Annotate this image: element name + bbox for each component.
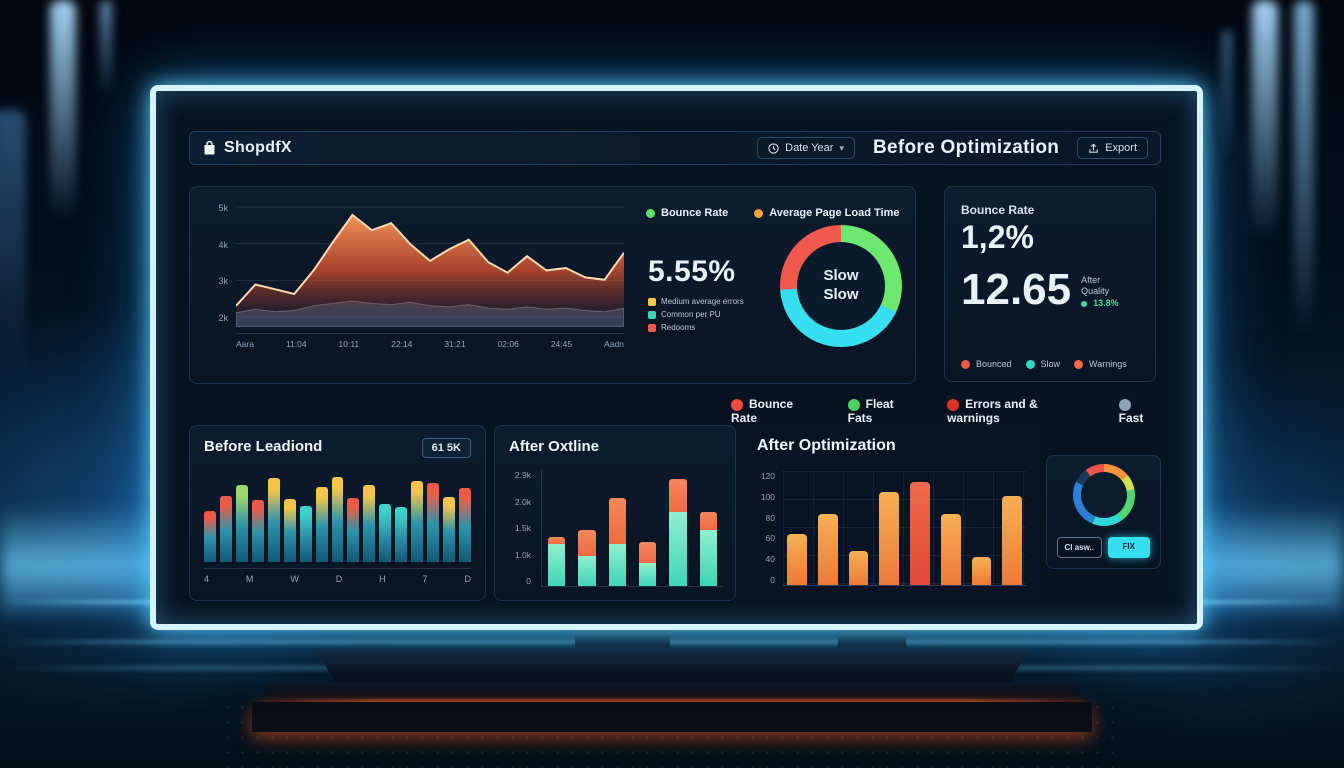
date-range-button[interactable]: Date Year ▾ <box>757 137 855 159</box>
neon-streak <box>0 110 26 390</box>
chevron-down-icon: ▾ <box>839 142 844 153</box>
score-side-note: After Quality 13.8% <box>1081 275 1119 310</box>
monitor-frame: ShopdfX Date Year ▾ Before Optimization … <box>150 85 1203 630</box>
page-title: Before Optimization <box>872 137 1060 158</box>
neon-streak <box>50 0 76 215</box>
neon-streak <box>1252 0 1278 235</box>
before-panel-badge: 61 5K <box>421 438 471 458</box>
before-panel-title: Before Leadiond <box>204 438 323 455</box>
mini-summary-panel: Cl asw.. FIX <box>1046 455 1161 569</box>
area-y-axis: 5k 4k 3k 2k <box>218 203 228 323</box>
kpi-panel-legend: Bounced Slow Warnings <box>961 359 1127 369</box>
donut-center-line2: Slow <box>823 286 859 303</box>
load-trend-area-chart <box>235 201 625 328</box>
mini-donut-chart <box>1073 464 1135 526</box>
date-range-label: Date Year <box>785 142 834 154</box>
overview-panel: 5k 4k 3k 2k Aara 11:04 10:11 22:14 31:21 02:06 24… <box>189 186 916 384</box>
kpi-panel-title: Bounce Rate <box>961 203 1035 217</box>
export-icon <box>1088 143 1099 154</box>
mini-fix-button[interactable]: FIX <box>1107 537 1150 558</box>
after-opt-bar-chart <box>783 471 1026 586</box>
delta-value: 13.8% <box>1093 297 1119 308</box>
floor-glow <box>1179 505 1344 615</box>
floor-glow <box>0 505 165 615</box>
after-outline-title: After Oxtline <box>509 438 600 455</box>
donut-center-label: Slow Slow <box>797 242 885 330</box>
area-x-axis: Aara 11:04 10:11 22:14 31:21 02:06 24:45 Aadn <box>236 333 624 349</box>
after-outline-stacked-chart <box>541 470 723 587</box>
after-outline-y-axis: 2.9k 2.0k 1.5k 1.0k 0 <box>514 470 531 586</box>
header-bar: ShopdfX Date Year ▾ Before Optimization … <box>189 131 1161 165</box>
status-chip-row: Bounce Rate Fleat Fats Errors and & warnin… <box>731 397 1144 425</box>
after-opt-title: After Optimization <box>757 437 896 454</box>
bounce-kpi-block: 5.55% Medium average errors Common per PU… <box>648 255 778 332</box>
neon-streak <box>1294 0 1314 330</box>
score-delta-chip: 13.8% <box>1081 298 1119 310</box>
score-value: 12.65 <box>961 265 1072 314</box>
floor-line <box>0 640 1344 644</box>
monitor-chassis <box>315 648 1030 684</box>
shopping-bag-icon <box>202 140 217 156</box>
mini-secondary-button[interactable]: Cl asw.. <box>1057 537 1102 558</box>
logo-text: ShopdfX <box>224 139 292 156</box>
side-note-line2: Quality <box>1081 286 1110 297</box>
mini-donut-hole <box>1081 472 1127 518</box>
donut-center-line1: Slow <box>823 267 859 285</box>
clock-icon <box>768 142 779 154</box>
after-optimization-panel: After Optimization 120 100 80 60 40 0 <box>741 425 1036 601</box>
bounce-rate-panel: Bounce Rate 1,2% 12.65 After Quality 13.… <box>944 186 1156 382</box>
neon-streak <box>1222 30 1232 160</box>
export-button[interactable]: Export <box>1077 137 1148 159</box>
neon-streak <box>100 0 112 95</box>
side-note-line1: After <box>1081 274 1101 285</box>
bounce-rate-value: 1,2% <box>961 219 1034 255</box>
bounce-kpi-value: 5.55% <box>648 255 736 288</box>
kpi-mini-legend: Medium average errors Common per PU Redoom… <box>648 297 778 332</box>
app-logo: ShopdfX <box>202 139 292 157</box>
after-oxtline-panel: After Oxtline 2.9k 2.0k 1.5k 1.0k 0 <box>494 425 736 601</box>
speed-donut-chart: Slow Slow <box>780 225 902 347</box>
after-opt-y-axis: 120 100 80 60 40 0 <box>760 471 775 585</box>
dashboard-screen: ShopdfX Date Year ▾ Before Optimization … <box>156 91 1197 624</box>
overview-legend: Bounce Rate Average Page Load Time <box>646 207 906 219</box>
export-label: Export <box>1105 142 1137 154</box>
monitor-base <box>268 682 1076 704</box>
delta-dot-icon <box>1081 300 1088 307</box>
before-bar-chart <box>204 474 471 562</box>
pedestal <box>252 702 1092 732</box>
